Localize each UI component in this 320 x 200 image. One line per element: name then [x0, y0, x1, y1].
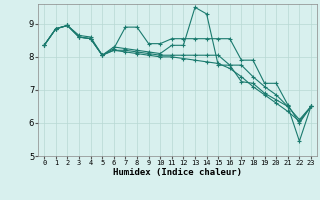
X-axis label: Humidex (Indice chaleur): Humidex (Indice chaleur): [113, 168, 242, 177]
